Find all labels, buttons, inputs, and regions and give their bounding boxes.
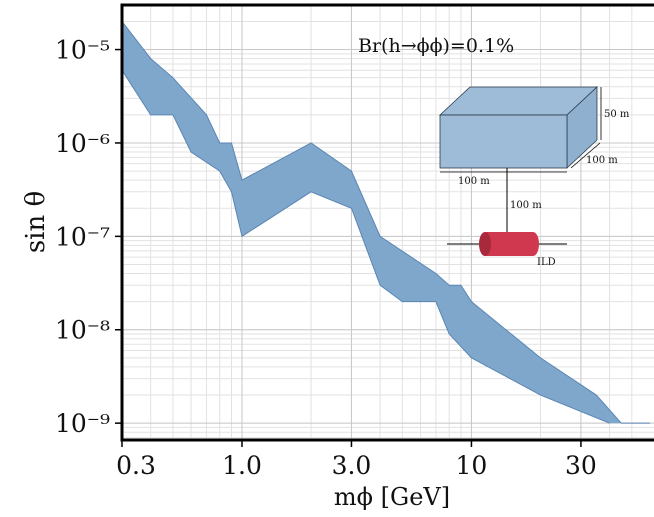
annotation: 100 m	[586, 155, 618, 166]
x-tick-label: 30	[565, 451, 597, 480]
ild-cap	[527, 232, 539, 256]
ild-cylinder	[485, 232, 533, 256]
y-tick-label: 10⁻⁵	[55, 36, 110, 65]
band	[122, 21, 650, 424]
x-tick-label: 1.0	[222, 451, 262, 480]
ild-cap	[479, 232, 491, 256]
y-tick-label: 10⁻⁷	[55, 222, 110, 251]
annotation: Br(h→ϕϕ)=0.1%	[358, 35, 514, 57]
x-tick-label: 3.0	[332, 451, 372, 480]
y-tick-label: 10⁻⁶	[55, 129, 110, 158]
y-axis-label: sin θ	[21, 191, 51, 253]
y-tick-label: 10⁻⁹	[55, 409, 110, 438]
band-edge	[121, 21, 650, 424]
annotation: 100 m	[510, 200, 542, 211]
box-front	[439, 114, 568, 169]
dim-line	[570, 142, 601, 169]
plot-frame	[120, 3, 654, 442]
x-axis-label: mϕ [GeV]	[334, 483, 450, 511]
detector-diagram: Br(h→ϕϕ)=0.1% 50 m 100 m 100 m 100 m ILD	[358, 35, 630, 268]
annotation: 100 m	[458, 176, 490, 187]
grid	[121, 5, 654, 440]
annotation: ILD	[537, 257, 556, 268]
y-tick-label: 10⁻⁸	[55, 316, 110, 345]
band-layer	[121, 21, 650, 424]
x-tick-label: 0.3	[116, 451, 156, 480]
annotation: 50 m	[604, 109, 630, 120]
x-tick-label: 10	[456, 451, 488, 480]
band-edge	[121, 70, 610, 424]
